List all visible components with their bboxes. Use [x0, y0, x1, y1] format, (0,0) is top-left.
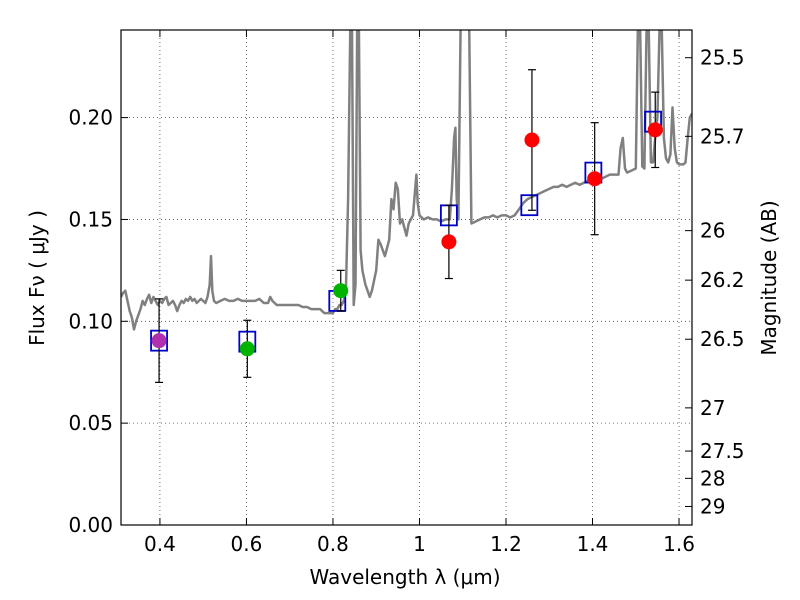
y2-axis-label: Magnitude (AB): [757, 200, 781, 355]
plot-area: [121, 30, 692, 384]
x-tick-label: 1.6: [663, 532, 695, 556]
y2-tick-label: 27.5: [700, 439, 745, 463]
plot-frame: [120, 29, 693, 526]
observed-photometry-point: [587, 171, 603, 187]
y-axis-label: Flux Fν ( μJy ): [25, 210, 49, 346]
grid: [121, 30, 692, 526]
y2-tick-label: 25.7: [700, 124, 745, 148]
y2-tick-label: 29: [700, 494, 725, 518]
x-tick-label: 1.4: [577, 532, 609, 556]
x-tick-label: 0.4: [144, 532, 176, 556]
y2-tick-label: 28: [700, 466, 725, 490]
x-tick-label: 1.2: [490, 532, 522, 556]
y-tick-label: 0.20: [68, 106, 113, 130]
y-tick-label: 0.15: [68, 207, 113, 231]
observed-photometry-point: [239, 341, 255, 357]
x-axis-label: Wavelength λ (μm): [309, 565, 500, 589]
y-tick-label: 0.00: [68, 513, 113, 537]
y2-tick-label: 25.5: [700, 46, 745, 70]
y2-tick-label: 27: [700, 396, 725, 420]
y2-tick-label: 26.5: [700, 327, 745, 351]
model-photometry-square: [520, 194, 539, 217]
y2-tick-label: 26: [700, 219, 725, 243]
observed-photometry-point: [524, 132, 540, 148]
observed-photometry-point: [151, 333, 167, 349]
y-tick-label: 0.05: [68, 411, 113, 435]
x-tick-label: 0.6: [231, 532, 263, 556]
y2-tick-label: 26.2: [700, 268, 745, 292]
x-tick-label: 0.8: [317, 532, 349, 556]
y-tick-label: 0.10: [68, 309, 113, 333]
x-tick-label: 1: [413, 532, 426, 556]
observed-photometry-point: [647, 122, 663, 138]
observed-photometry-point: [441, 234, 457, 250]
observed-photometry-point: [333, 283, 349, 299]
axes: 0.4 0.6 0.8 1 1.2 1.4 1.6 0.00 0.05 0.10 0.15 0.20 2…: [68, 30, 745, 556]
spectrum-line: [121, 30, 692, 331]
